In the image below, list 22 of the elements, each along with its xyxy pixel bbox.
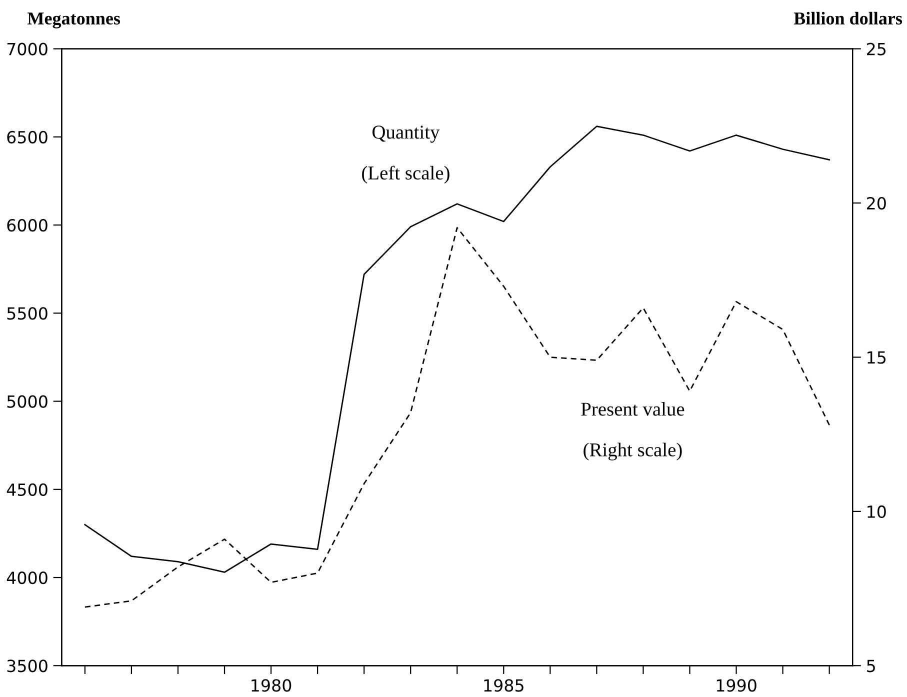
x-tick-label: 1985 <box>484 679 524 692</box>
y2-tick-label: 5 <box>867 660 875 672</box>
x-tick-label: 1980 <box>252 679 292 692</box>
y-tick-label: 4500 <box>6 483 48 496</box>
y-tick-label: 6500 <box>7 130 48 144</box>
annotation: (Left scale) <box>362 166 450 184</box>
annotation: Quantity <box>372 126 440 143</box>
y2-tick-label: 10 <box>868 505 886 518</box>
y-tick-label: 7000 <box>7 42 48 56</box>
annotation: (Right scale) <box>584 442 682 460</box>
y2-tick-label: 15 <box>868 351 886 364</box>
y-tick-label: 3500 <box>7 660 48 672</box>
y2-axis-title: Billion dollars <box>794 12 902 25</box>
y-axis-title: Megatonnes <box>28 12 120 28</box>
x-tick-label: 1990 <box>716 679 756 692</box>
y-tick-label: 5500 <box>7 307 48 320</box>
y2-tick-label: 25 <box>866 42 886 56</box>
annotation: Present value <box>581 402 684 416</box>
y-tick-label: 5000 <box>7 395 48 408</box>
y-tick-label: 4000 <box>6 571 48 584</box>
y2-tick-label: 20 <box>866 196 886 210</box>
y-tick-label: 6000 <box>7 218 48 232</box>
